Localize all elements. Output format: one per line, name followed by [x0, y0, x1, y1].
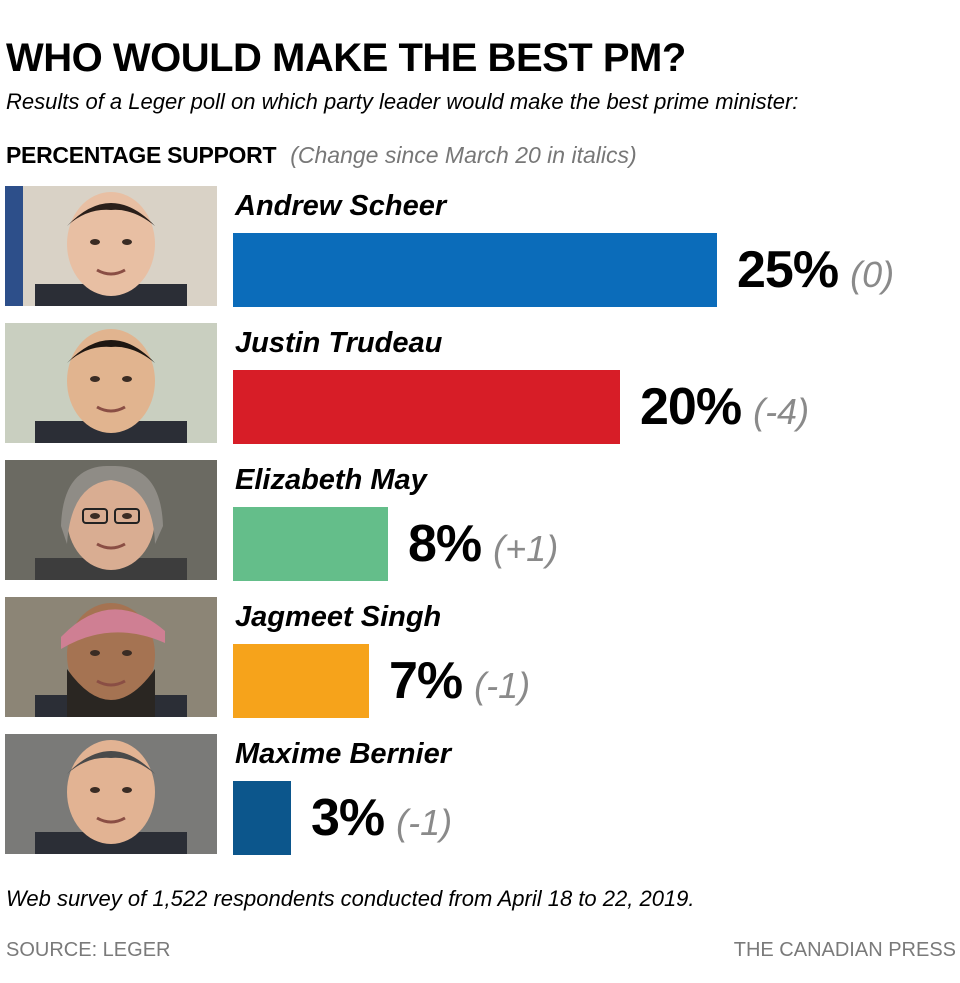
category-label: Jagmeet Singh — [235, 601, 442, 633]
survey-note: Web survey of 1,522 respondents conducte… — [6, 886, 695, 911]
value-label-group: 3% (-1) — [311, 781, 452, 855]
value-label: 8% — [408, 515, 482, 573]
column-header: PERCENTAGE SUPPORT (Change since March 20… — [6, 140, 637, 174]
justin-trudeau-photo — [5, 323, 217, 443]
bar — [233, 370, 620, 444]
value-label: 3% — [311, 789, 385, 847]
change-label: (-1) — [396, 802, 453, 843]
andrew-scheer-photo — [5, 186, 217, 306]
category-label: Andrew Scheer — [235, 190, 447, 222]
value-label-group: 20% (-4) — [640, 370, 809, 444]
header-label: PERCENTAGE SUPPORT — [6, 142, 277, 168]
bar — [233, 644, 369, 718]
bar-chart: Andrew Scheer 25% (0) Justin Trudeau 20% (-4)… — [0, 180, 960, 870]
maxime-bernier-photo — [5, 734, 217, 854]
bar — [233, 507, 388, 581]
bar — [233, 781, 291, 855]
category-label: Elizabeth May — [235, 464, 427, 496]
change-label: (0) — [850, 254, 895, 295]
jagmeet-singh-photo — [5, 597, 217, 717]
chart-subtitle: Results of a Leger poll on which party l… — [6, 89, 799, 114]
credit-label: THE CANADIAN PRESS — [733, 939, 956, 961]
change-label: (-1) — [474, 665, 531, 706]
value-label: 7% — [389, 652, 463, 710]
value-label: 25% — [737, 241, 839, 299]
change-label: (+1) — [493, 528, 559, 569]
value-label: 20% — [640, 378, 742, 436]
header-note: (Change since March 20 in italics) — [290, 142, 637, 168]
category-label: Justin Trudeau — [235, 327, 443, 359]
value-label-group: 25% (0) — [737, 233, 894, 307]
chart-title: WHO WOULD MAKE THE BEST PM? — [6, 36, 686, 80]
change-label: (-4) — [753, 391, 810, 432]
category-label: Maxime Bernier — [235, 738, 451, 770]
elizabeth-may-photo — [5, 460, 217, 580]
bar — [233, 233, 717, 307]
value-label-group: 7% (-1) — [389, 644, 530, 718]
source-label: SOURCE: LEGER — [6, 939, 171, 961]
value-label-group: 8% (+1) — [408, 507, 558, 581]
